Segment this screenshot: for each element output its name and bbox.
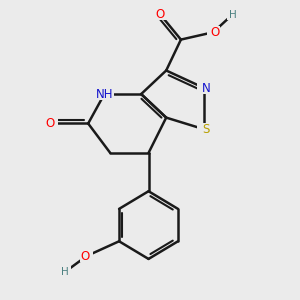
Bar [154, 9, 167, 20]
Bar [95, 88, 114, 100]
Bar [80, 250, 93, 262]
Text: NH: NH [96, 88, 113, 100]
Bar [226, 9, 238, 20]
Text: O: O [45, 117, 55, 130]
Text: S: S [202, 123, 210, 136]
Text: N: N [202, 82, 210, 95]
Text: O: O [210, 26, 219, 39]
Text: H: H [61, 267, 68, 277]
Bar [197, 124, 212, 135]
Bar [197, 82, 212, 94]
Text: H: H [229, 10, 236, 20]
Bar [59, 266, 70, 278]
Text: O: O [81, 250, 90, 262]
Text: O: O [156, 8, 165, 21]
Bar [45, 118, 58, 129]
Bar [207, 26, 220, 38]
